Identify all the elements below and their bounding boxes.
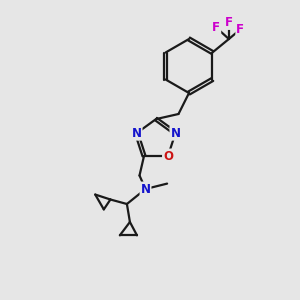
Text: F: F: [212, 21, 220, 34]
Text: F: F: [225, 16, 233, 29]
Text: F: F: [236, 23, 244, 36]
Text: N: N: [170, 127, 180, 140]
Text: N: N: [132, 127, 142, 140]
Text: O: O: [163, 149, 173, 163]
Text: N: N: [140, 182, 151, 196]
